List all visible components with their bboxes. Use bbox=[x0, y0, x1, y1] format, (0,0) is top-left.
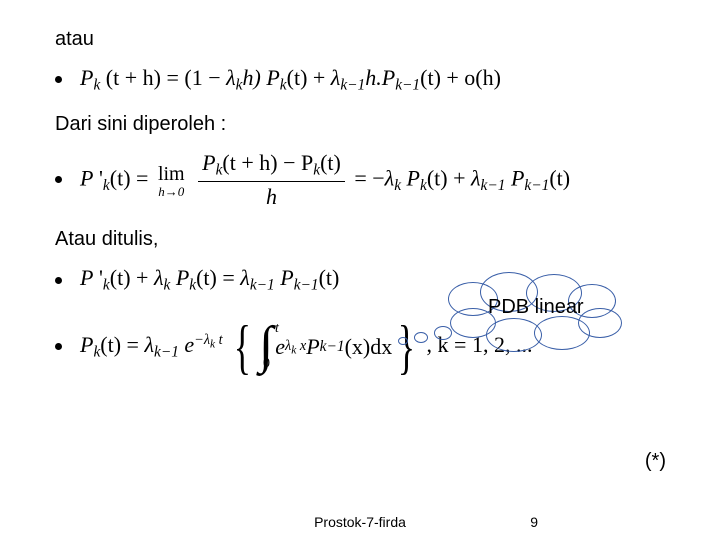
eq1-lam1: λ bbox=[226, 65, 236, 90]
eq4-lam: λ bbox=[144, 332, 154, 357]
eq1-math: Pk (t + h) = (1 − λkh) Pk(t) + λk−1h.Pk−… bbox=[80, 65, 501, 95]
eq2-p2-sub: k−1 bbox=[524, 177, 549, 194]
eq3-lam2-sub: k−1 bbox=[250, 277, 275, 294]
eq2-num-p2-arg: (t) bbox=[320, 150, 341, 175]
eq2-num: Pk(t + h) − Pk(t) bbox=[198, 150, 345, 183]
eq1-p: P bbox=[80, 65, 93, 90]
lbrace-icon: { bbox=[234, 317, 251, 377]
eq2-lam2-sub: k−1 bbox=[481, 177, 506, 194]
eq2-prime: ' bbox=[93, 165, 102, 190]
eq1-hp: h.P bbox=[365, 65, 395, 90]
eq3-prime: ' bbox=[93, 265, 102, 290]
eq3-p1-arg: (t) = bbox=[196, 265, 240, 290]
integral-sign: t ∫ 0 bbox=[259, 325, 273, 368]
eq1-p2-arg: (t) + bbox=[287, 65, 331, 90]
eq1-arg: (t + h) bbox=[106, 65, 161, 90]
eq3-lam2: λ bbox=[240, 265, 250, 290]
eq1-p3-arg: (t) + o(h) bbox=[420, 65, 501, 90]
eq3-p: P bbox=[80, 265, 93, 290]
bullet-icon bbox=[55, 277, 62, 284]
eq2-p2-arg: (t) bbox=[549, 165, 570, 190]
eq2-lim-sub: h→0 bbox=[158, 184, 185, 200]
eq2-den: h bbox=[198, 182, 345, 210]
cloud-callout: PDB linear bbox=[430, 272, 660, 362]
cloud-label: PDB linear bbox=[488, 296, 584, 319]
eq2-lam2: λ bbox=[471, 165, 481, 190]
eq1-h: h) bbox=[243, 65, 261, 90]
eq1-p-sub: k bbox=[93, 77, 100, 94]
eq4-lam-sub: k−1 bbox=[154, 343, 179, 360]
eq3-arg: (t) + bbox=[110, 265, 154, 290]
eq4-int-lower: 0 bbox=[263, 356, 270, 372]
eq3-lam1-sub: k bbox=[163, 277, 170, 294]
eq3-p2-sub: k−1 bbox=[294, 277, 319, 294]
footer-text: Prostok-7-firda bbox=[0, 514, 720, 530]
eq4-p2-sub: k−1 bbox=[320, 338, 345, 356]
equation-1: Pk (t + h) = (1 − λkh) Pk(t) + λk−1h.Pk−… bbox=[55, 65, 665, 95]
eq2-rhs: = − bbox=[354, 165, 384, 190]
eq1-p2-sub: k bbox=[280, 77, 287, 94]
eq4-p: P bbox=[80, 332, 93, 357]
eq4-integral: { t ∫ 0 eλk x Pk−1(x)dx } bbox=[228, 317, 421, 377]
bullet-icon bbox=[55, 176, 62, 183]
rbrace-icon: } bbox=[398, 317, 415, 377]
eq2-p1: P bbox=[407, 165, 420, 190]
eq3-p2: P bbox=[280, 265, 293, 290]
text-dari: Dari sini diperoleh : bbox=[55, 113, 665, 136]
equation-marker: (*) bbox=[645, 450, 666, 473]
eq2-lam1: λ bbox=[385, 165, 395, 190]
bullet-icon bbox=[55, 76, 62, 83]
eq2-p: P bbox=[80, 165, 93, 190]
eq2-p1-arg: (t) + bbox=[427, 165, 471, 190]
eq2-num-p1: P bbox=[202, 150, 215, 175]
eq3-p2-arg: (t) bbox=[319, 265, 340, 290]
eq2-lim-top: lim bbox=[158, 163, 185, 185]
eq1-t1o: (1 − bbox=[184, 65, 226, 90]
eq1-lam1-sub: k bbox=[236, 77, 243, 94]
eq1-lam2-sub: k−1 bbox=[340, 77, 365, 94]
eq4-p2: P bbox=[306, 334, 319, 360]
eq4-p2-arg: (x)dx bbox=[345, 334, 393, 360]
eq4-int-upper: t bbox=[275, 321, 279, 337]
eq2-math: P 'k(t) = lim h→0 Pk(t + h) − Pk(t) h = … bbox=[80, 150, 570, 211]
eq4-e2: e bbox=[275, 334, 285, 360]
eq2-lam1-sub: k bbox=[394, 177, 401, 194]
eq1-lam2: λ bbox=[331, 65, 341, 90]
eq4-arg: (t) = bbox=[100, 332, 144, 357]
eq2-num-mid: (t + h) − P bbox=[222, 150, 313, 175]
eq2-p2: P bbox=[511, 165, 524, 190]
eq4-exp2c: x bbox=[296, 338, 306, 354]
eq2-frac: Pk(t + h) − Pk(t) h bbox=[198, 150, 345, 211]
text-atau: atau bbox=[55, 28, 665, 51]
eq1-eq: = bbox=[166, 65, 184, 90]
eq3-sub: k bbox=[103, 277, 110, 294]
text-atau-ditulis: Atau ditulis, bbox=[55, 228, 665, 251]
eq4-exp1a: −λ bbox=[194, 332, 210, 348]
page-number: 9 bbox=[530, 514, 538, 530]
eq2-p1-sub: k bbox=[420, 177, 427, 194]
eq1-p2: P bbox=[266, 65, 279, 90]
eq3-math: P 'k(t) + λk Pk(t) = λk−1 Pk−1(t) bbox=[80, 265, 339, 295]
equation-2: P 'k(t) = lim h→0 Pk(t + h) − Pk(t) h = … bbox=[55, 150, 665, 211]
eq2-arg: (t) = bbox=[110, 165, 154, 190]
eq4-exp1c: t bbox=[215, 332, 223, 348]
bullet-icon bbox=[55, 343, 62, 350]
eq3-p1: P bbox=[176, 265, 189, 290]
eq2-lim: lim h→0 bbox=[158, 160, 185, 200]
eq1-p3-sub: k−1 bbox=[395, 77, 420, 94]
eq4-e1: e bbox=[184, 332, 194, 357]
eq2-sub: k bbox=[103, 177, 110, 194]
